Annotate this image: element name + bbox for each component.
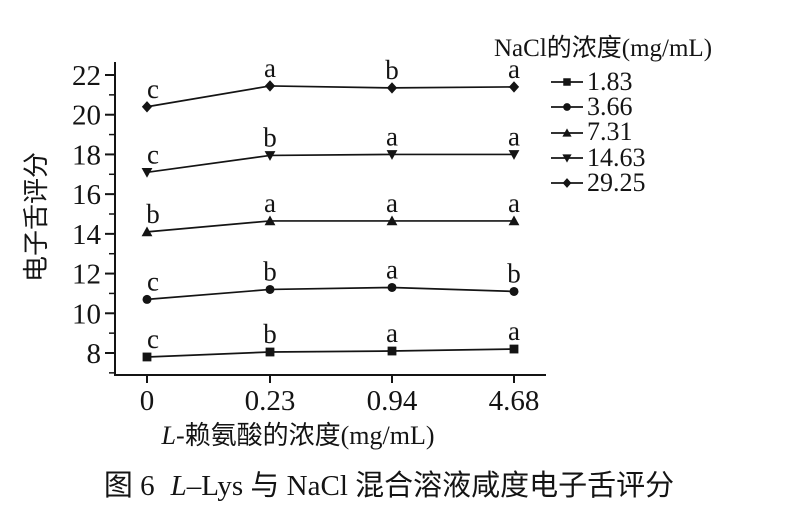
caption-text: –Lys 与 NaCl 混合溶液咸度电子舌评分 [186, 470, 675, 502]
legend: 1.83 3.66 7.31 14.63 29.25 [549, 66, 646, 197]
y-tick-label: 22 [72, 60, 101, 92]
significance-letter: a [264, 53, 276, 83]
x-tick-label: 0.94 [367, 385, 418, 417]
circle-icon [551, 103, 583, 112]
series-line-1.83 [146, 348, 515, 358]
data-point-triangle-down [508, 150, 520, 160]
data-point-triangle-down [141, 167, 153, 178]
x-axis-title: L-赖氨酸的浓度(mg/mL) [98, 415, 498, 452]
legend-marker-triangle-up [562, 128, 572, 137]
legend-item-29.25: 29.25 [549, 167, 646, 197]
significance-letter: a [386, 318, 398, 348]
significance-letter: a [386, 188, 398, 218]
figure-number: 图 6 [103, 470, 155, 502]
significance-letter: c [147, 266, 159, 296]
data-point-circle [387, 282, 397, 292]
y-tick-label: 12 [72, 259, 101, 291]
data-point-square [142, 352, 152, 362]
significance-letter: a [508, 188, 520, 218]
significance-letter: a [386, 254, 398, 284]
figure-caption: 图 6 L–Lys 与 NaCl 混合溶液咸度电子舌评分 [0, 462, 778, 504]
legend-item-1.83: 1.83 [549, 66, 646, 96]
data-point-square [265, 347, 275, 357]
data-point-circle [509, 286, 519, 296]
data-point-triangle-up [508, 215, 520, 226]
significance-letter: a [508, 316, 520, 346]
series-line-29.25 [146, 85, 515, 108]
x-axis-title-italic-l: L [161, 421, 176, 450]
significance-letter: b [146, 199, 160, 229]
significance-letter: c [147, 324, 159, 354]
legend-marker-diamond [562, 178, 572, 189]
data-point-triangle-down [264, 151, 276, 161]
data-point-triangle-down [386, 150, 398, 160]
data-point-triangle-up [141, 226, 153, 237]
legend-marker-circle [563, 103, 571, 112]
legend-value: 1.83 [587, 66, 633, 96]
legend-item-7.31: 7.31 [549, 117, 646, 147]
series-line-14.63 [146, 153, 514, 174]
legend-title: NaCl的浓度(mg/mL) [494, 35, 713, 62]
legend-item-14.63: 14.63 [549, 142, 646, 172]
significance-letter: a [386, 121, 398, 151]
y-tick-label: 20 [72, 100, 101, 132]
diamond-icon [551, 178, 583, 189]
data-point-triangle-up [386, 215, 398, 226]
x-tick-label: 0 [140, 385, 155, 417]
significance-letter: a [264, 188, 276, 218]
significance-letter: c [147, 139, 159, 169]
y-tick-label: 10 [72, 298, 101, 330]
triangle-down-icon [551, 154, 583, 163]
legend-value: 14.63 [587, 142, 646, 172]
caption-italic-l: L [170, 470, 187, 502]
legend-value: 7.31 [587, 117, 633, 147]
x-tick-label: 0.23 [245, 385, 296, 417]
square-icon [551, 78, 583, 86]
significance-letter: b [263, 122, 277, 152]
triangle-up-icon [551, 128, 583, 137]
significance-letter: b [263, 256, 277, 286]
data-point-triangle-up [264, 215, 276, 226]
y-axis-title: 电子舌评分 [22, 152, 51, 283]
legend-marker-triangle-down [562, 154, 572, 163]
data-point-square [509, 344, 519, 354]
significance-letter: b [507, 258, 521, 288]
data-point-circle [142, 294, 152, 304]
legend-value: 29.25 [587, 167, 646, 197]
series-line-7.31 [146, 220, 514, 233]
data-point-circle [265, 284, 275, 294]
legend-value: 3.66 [587, 91, 633, 121]
significance-letter: a [508, 54, 520, 84]
x-tick-label: 4.68 [489, 385, 540, 417]
data-point-diamond [508, 81, 520, 93]
y-tick-label: 18 [72, 139, 101, 171]
x-axis-title-text: -赖氨酸的浓度(mg/mL) [175, 421, 435, 450]
data-point-diamond [141, 101, 153, 113]
significance-letter: c [147, 74, 159, 104]
data-point-square [387, 346, 397, 356]
significance-letter: b [263, 319, 277, 349]
data-point-diamond [264, 80, 276, 92]
y-tick-label: 16 [72, 179, 101, 211]
series-line-3.66 [146, 286, 515, 301]
y-tick-label: 14 [72, 219, 102, 251]
y-tick-label: 8 [87, 338, 102, 370]
significance-letter: a [508, 121, 520, 151]
legend-item-3.66: 3.66 [549, 91, 646, 121]
legend-marker-square [563, 78, 571, 86]
data-point-diamond [386, 82, 398, 94]
significance-letter: b [385, 55, 399, 85]
